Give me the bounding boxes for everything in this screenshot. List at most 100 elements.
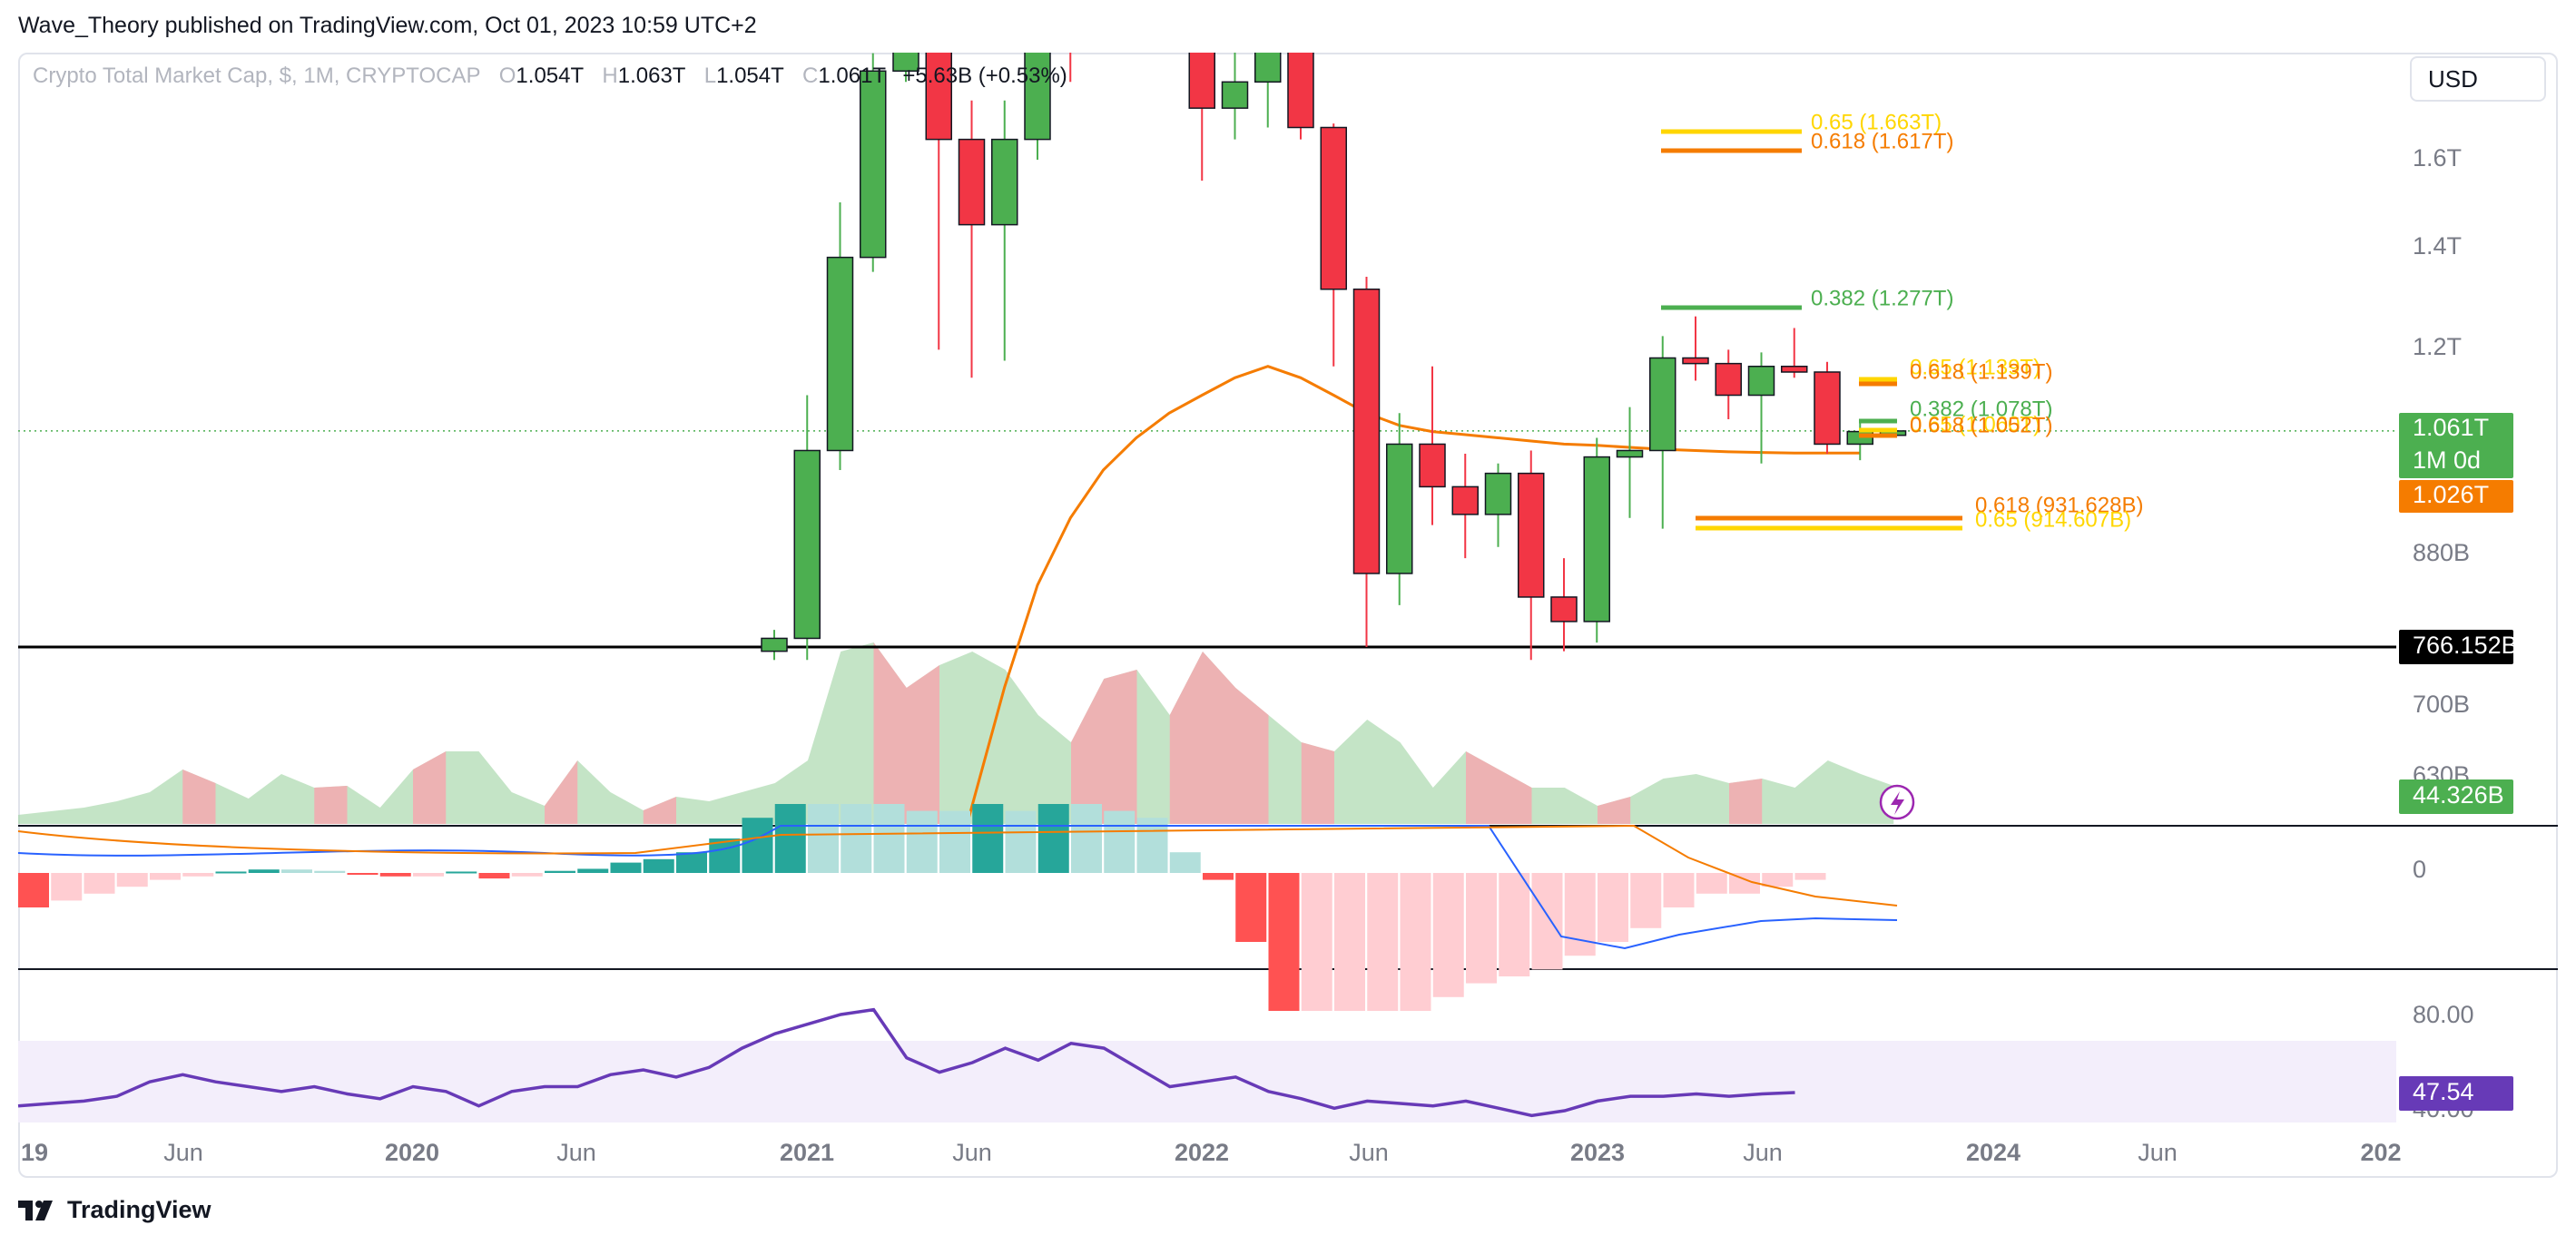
macd-bar-28	[939, 810, 970, 873]
lightning-icon-bolt	[1891, 791, 1904, 815]
macd-bar-47	[1564, 873, 1596, 956]
macd-bar-52	[1729, 873, 1760, 894]
macd-bar-48	[1598, 873, 1628, 942]
fib-label-6: 0.65 (1.060T)	[1910, 412, 2040, 436]
tradingview-brand[interactable]: TradingView	[18, 1196, 211, 1224]
volume-area-down-0	[182, 770, 216, 824]
main-pane: 0.65 (1.663T)0.618 (1.617T) 0.382 (1.277T…	[18, 0, 2396, 824]
macd-bar-16	[545, 870, 575, 873]
macd-signal-line	[17, 824, 1898, 907]
candle-2023-07	[1781, 365, 1808, 373]
candle-2023-03	[1649, 357, 1676, 452]
legend-change: +5.63B (+0.53%)	[902, 64, 1067, 88]
legend-low: 1.054T	[716, 64, 784, 88]
price-badge-bg	[2399, 413, 2513, 478]
candle-2021-01	[793, 449, 821, 640]
volume-badge-text-0: 44.326B	[2413, 781, 2504, 809]
macd-bar-3	[116, 873, 148, 887]
legend-close: 1.061T	[818, 64, 886, 88]
candle-2022-01	[1188, 53, 1215, 109]
candle-2021-03	[860, 70, 887, 259]
macd-bar-7	[248, 869, 280, 873]
macd-bar-6	[215, 871, 247, 874]
level-badge-text-0: 766.152B	[2413, 632, 2518, 659]
fib-label-3: 0.65 (1.139T)	[1910, 355, 2040, 379]
x-tick-label-8: 2023	[1570, 1139, 1625, 1166]
candle-2022-02	[1221, 81, 1249, 109]
fib-label-5: 0.382 (1.078T)	[1910, 397, 2052, 421]
x-tick-label-9: Jun	[1743, 1139, 1783, 1166]
volume-area-down-3	[545, 760, 578, 824]
fib-label-9: 0.65 (914.607B)	[1975, 507, 2131, 532]
candle-2022-03	[1254, 53, 1282, 83]
candle-2021-02	[826, 256, 854, 452]
macd-bar-50	[1663, 873, 1695, 907]
candle-2022-11	[1518, 472, 1545, 598]
macd-bar-13	[446, 871, 477, 874]
macd-bar-40	[1334, 873, 1365, 1011]
x-tick-label-12: 202	[2360, 1139, 2401, 1166]
candle-2021-08	[1024, 53, 1051, 141]
macd-bar-41	[1367, 873, 1399, 1011]
macd-bar-17	[577, 868, 609, 873]
candle-2023-05	[1715, 362, 1742, 397]
volume-area-down-6	[1071, 670, 1137, 824]
macd-bar-8	[281, 869, 312, 873]
macd-bar-15	[511, 873, 543, 877]
macd-bar-0	[18, 873, 49, 907]
x-tick-label-1: Jun	[163, 1139, 203, 1166]
tradingview-logo-icon	[18, 1200, 53, 1220]
volume-area-down-2	[413, 751, 447, 824]
macd-bar-27	[906, 810, 938, 873]
macd-bar-22	[742, 818, 773, 873]
macd-bar-11	[379, 873, 411, 877]
volume-area	[18, 642, 1894, 824]
publish-info: Wave_Theory published on TradingView.com…	[18, 13, 757, 38]
macd-bar-26	[873, 804, 905, 873]
x-tick-label-10: 2024	[1966, 1139, 2020, 1166]
legend-c-label: C	[802, 64, 819, 88]
candle-2022-07	[1386, 443, 1413, 574]
candle-2022-12	[1550, 596, 1578, 622]
y-tick-label-2: 1.2T	[2413, 333, 2462, 360]
fib-label-7: 0.618 (1.052T)	[1910, 413, 2052, 437]
macd-bar-10	[347, 873, 379, 875]
x-tick-label-5: Jun	[952, 1139, 992, 1166]
macd-bar-43	[1432, 873, 1464, 997]
price-badge-text-0: 1.061T	[2413, 414, 2489, 441]
volume-area-down-4	[643, 797, 676, 824]
symbol-legend: Crypto Total Market Cap, $, 1M, CRYPTOCA…	[33, 64, 1067, 89]
candle-2022-04	[1287, 53, 1314, 129]
level-badge-bg	[2399, 630, 2513, 664]
candle-2023-02	[1616, 449, 1644, 458]
legend-open: 1.054T	[516, 64, 584, 88]
y-tick-label-4: 700B	[2413, 691, 2470, 718]
candle-2022-08	[1419, 443, 1446, 488]
candle-2021-06	[958, 138, 986, 226]
candle-2021-09	[1057, 0, 1083, 29]
candle-2022-06	[1352, 288, 1381, 574]
macd-bar-12	[413, 873, 444, 877]
tradingview-brand-label: TradingView	[67, 1196, 211, 1223]
legend-symbol[interactable]: Crypto Total Market Cap, $, 1M, CRYPTOCA…	[33, 64, 481, 88]
legend-high: 1.063T	[617, 64, 686, 88]
x-tick-label-0: 19	[21, 1139, 48, 1166]
candle-2023-04	[1682, 357, 1709, 365]
macd-bar-2	[84, 873, 115, 894]
macd-bar-34	[1136, 818, 1168, 873]
macd-bar-1	[51, 873, 83, 901]
ema-line	[965, 365, 1861, 824]
y-tick-label-3: 880B	[2413, 539, 2470, 566]
volume-area-down-7	[1169, 652, 1269, 824]
fib-label-2: 0.382 (1.277T)	[1811, 286, 1953, 310]
macd-bar-33	[1104, 810, 1136, 873]
currency-button[interactable]: USD	[2410, 56, 2546, 102]
macd-bar-49	[1630, 873, 1662, 928]
y-tick-label-0: 1.6T	[2413, 144, 2462, 172]
candle-2021-04	[892, 53, 919, 73]
macd-bar-54	[1794, 873, 1826, 880]
macd-bar-44	[1466, 873, 1497, 984]
macd-bar-14	[478, 873, 510, 879]
rsi-line	[17, 1007, 1795, 1118]
